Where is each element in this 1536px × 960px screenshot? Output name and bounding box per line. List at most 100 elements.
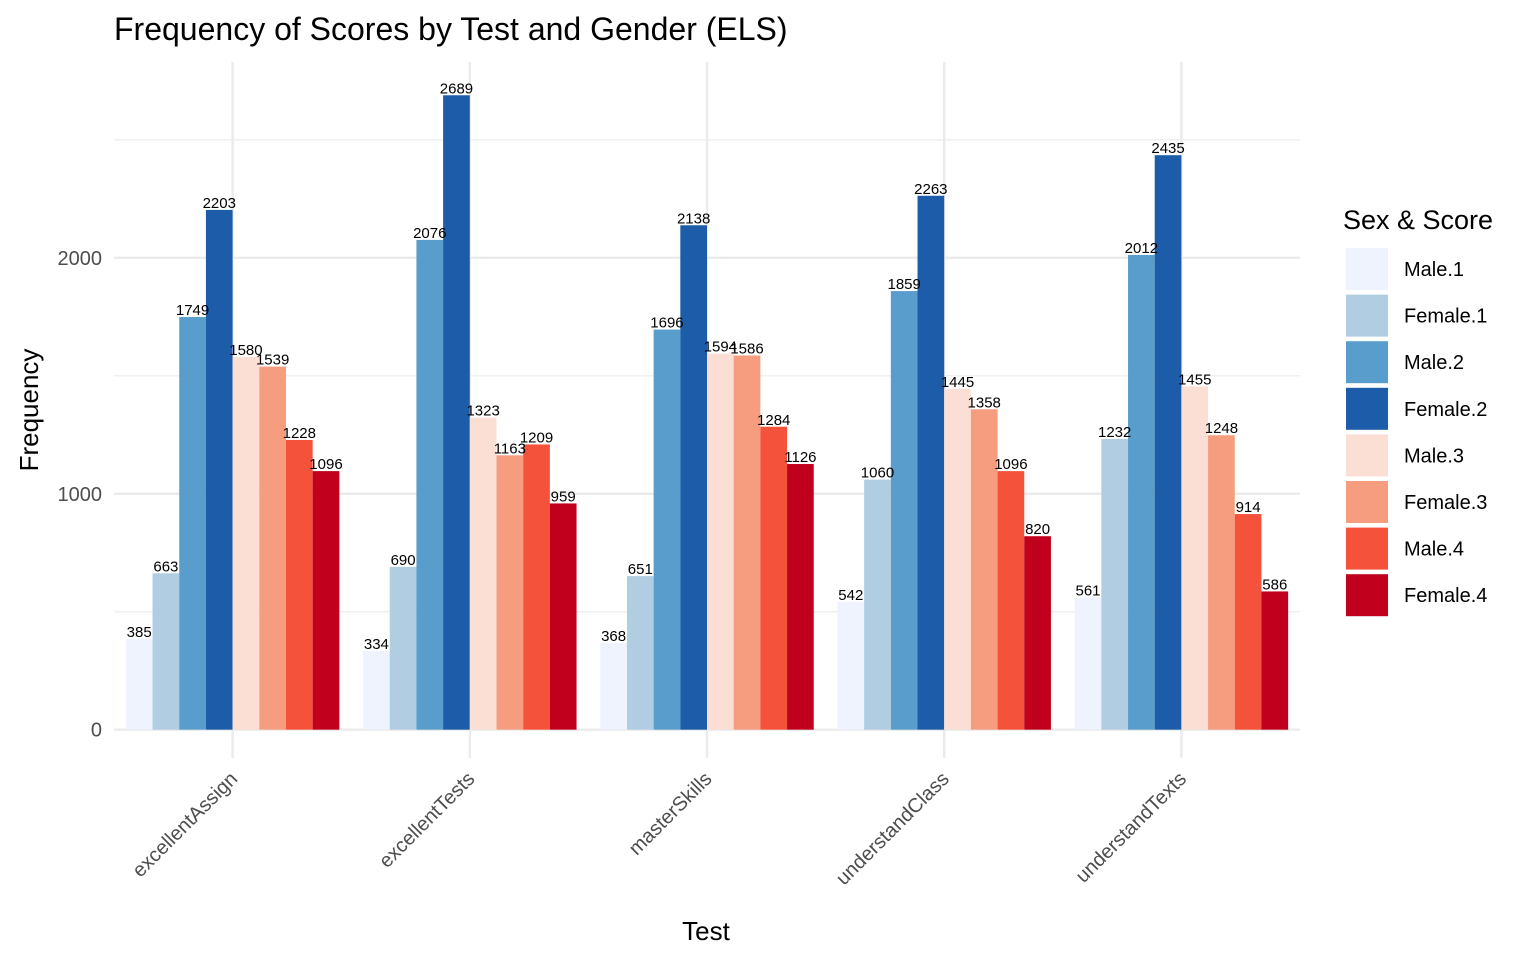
- bar: [707, 353, 734, 730]
- bar: [259, 366, 286, 730]
- legend-label: Male.1: [1404, 259, 1464, 281]
- y-tick-label: 0: [91, 720, 102, 742]
- legend-label: Female.3: [1404, 492, 1487, 514]
- bar-value-label: 914: [1236, 499, 1261, 516]
- bar-value-label: 2012: [1125, 240, 1158, 257]
- bar-value-label: 1126: [784, 449, 816, 466]
- bar-value-label: 1284: [757, 412, 790, 429]
- bar-value-label: 1586: [730, 340, 763, 357]
- bar: [152, 573, 180, 730]
- legend-title: Sex & Score: [1343, 205, 1493, 235]
- bar: [363, 650, 390, 730]
- x-tick-label: masterSkills: [625, 768, 717, 860]
- legend-key: [1346, 481, 1388, 523]
- bar: [469, 417, 497, 730]
- y-axis-title: Frequency: [14, 349, 44, 472]
- bar: [1101, 439, 1129, 730]
- bar-value-label: 368: [601, 628, 626, 645]
- bar: [205, 209, 233, 730]
- bar-value-label: 1228: [283, 425, 316, 442]
- bar: [760, 426, 788, 730]
- legend-key: [1346, 248, 1388, 290]
- bar-value-label: 1594: [704, 339, 737, 356]
- bar: [389, 566, 417, 730]
- bar-value-label: 1749: [176, 302, 209, 319]
- bar: [890, 291, 918, 730]
- bar: [864, 479, 891, 730]
- bar-value-label: 959: [551, 488, 576, 505]
- bar-value-label: 2435: [1151, 140, 1184, 157]
- bar: [1208, 435, 1235, 730]
- chart-title: Frequency of Scores by Test and Gender (…: [114, 11, 788, 47]
- bar-value-label: 334: [364, 636, 389, 653]
- legend-label: Female.4: [1404, 585, 1487, 607]
- bar-value-label: 2076: [413, 225, 446, 242]
- y-axis-ticks: 0 1000 2000: [58, 248, 103, 742]
- y-tick-label: 1000: [58, 484, 103, 506]
- bar-value-label: 1163: [494, 440, 526, 457]
- bar: [1128, 254, 1155, 730]
- bar: [917, 195, 945, 730]
- bar: [944, 388, 971, 730]
- bar: [680, 225, 707, 730]
- bar: [125, 638, 153, 730]
- y-tick-label: 2000: [58, 248, 103, 270]
- legend-key: [1346, 527, 1388, 570]
- legend-label: Female.1: [1404, 306, 1487, 328]
- bar-value-label: 1232: [1098, 424, 1131, 441]
- legend-key: [1346, 341, 1388, 384]
- bar-value-label: 663: [153, 558, 178, 575]
- x-tick-label: understandClass: [832, 768, 954, 890]
- bar: [1234, 514, 1262, 730]
- bar-value-label: 1096: [309, 456, 342, 473]
- x-tick-label: excellentAssign: [128, 768, 242, 882]
- legend-label: Male.2: [1404, 352, 1464, 374]
- bar: [232, 356, 260, 730]
- bar-value-label: 2138: [677, 210, 710, 227]
- x-axis-ticks: excellentAssign excellentTests masterSkill…: [128, 768, 1191, 890]
- x-axis-title: Test: [682, 916, 730, 946]
- bar: [496, 455, 524, 730]
- bar: [653, 329, 681, 730]
- bar: [626, 576, 654, 730]
- bar: [1154, 155, 1182, 730]
- bar-value-label: 586: [1262, 576, 1287, 593]
- bar-value-label: 1539: [256, 352, 289, 369]
- bar: [285, 439, 313, 730]
- bar: [837, 601, 865, 730]
- bar: [443, 95, 470, 730]
- legend-key: [1346, 294, 1388, 337]
- bar: [787, 464, 814, 730]
- bar-value-label: 820: [1025, 521, 1050, 538]
- bar-value-label: 1696: [650, 315, 683, 332]
- bar-value-label: 2203: [203, 195, 236, 212]
- legend-key: [1346, 574, 1388, 617]
- bar-value-label: 2263: [914, 181, 947, 198]
- bar: [997, 471, 1025, 730]
- bar-value-label: 651: [628, 561, 653, 578]
- bars: [125, 95, 1289, 730]
- legend-label: Male.3: [1404, 445, 1464, 467]
- bar-value-label: 1209: [520, 429, 553, 446]
- bar-value-label: 1859: [887, 276, 920, 293]
- bar-value-label: 1455: [1178, 371, 1211, 388]
- bar: [523, 444, 550, 730]
- bar-value-label: 1445: [941, 374, 974, 391]
- bar-value-label: 1096: [994, 456, 1027, 473]
- bar: [416, 239, 444, 730]
- bar: [1261, 591, 1289, 730]
- bar: [733, 355, 761, 730]
- bar: [549, 503, 577, 730]
- bar: [1074, 597, 1102, 730]
- bar: [1181, 386, 1209, 730]
- bar-value-label: 690: [391, 552, 416, 569]
- legend: Sex & Score Male.1 Female.1 Male.2 Female.2…: [1343, 205, 1493, 617]
- bar: [970, 409, 998, 730]
- x-tick-label: excellentTests: [375, 768, 479, 872]
- bar-value-label: 2689: [440, 80, 473, 97]
- bar: [179, 317, 206, 730]
- x-tick-label: understandTexts: [1072, 768, 1191, 887]
- bar-value-label: 1060: [861, 465, 894, 482]
